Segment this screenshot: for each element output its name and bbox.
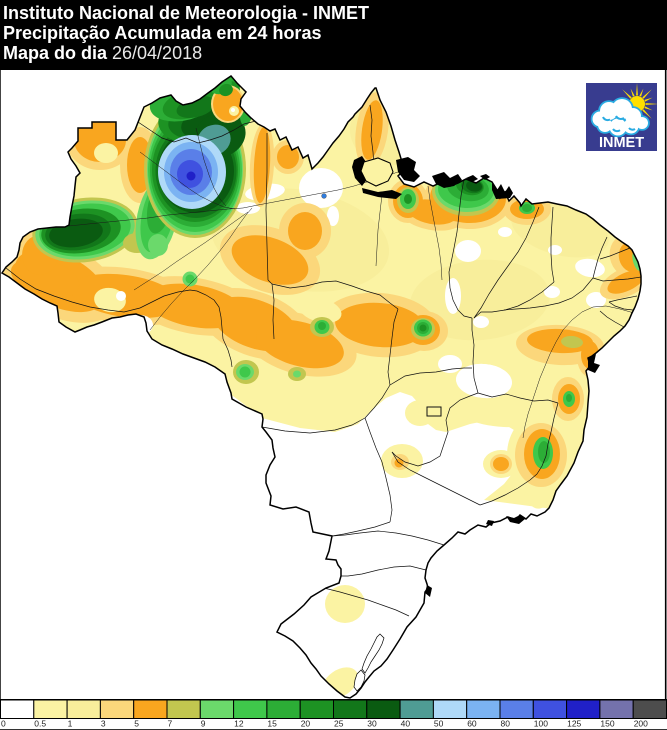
svg-text:0: 0 [1,719,6,729]
svg-text:25: 25 [334,719,344,729]
svg-text:9: 9 [201,719,206,729]
svg-text:100: 100 [534,719,548,729]
svg-text:1: 1 [68,719,73,729]
svg-text:80: 80 [501,719,511,729]
svg-text:15: 15 [267,719,277,729]
svg-text:5: 5 [134,719,139,729]
svg-text:60: 60 [467,719,477,729]
svg-text:50: 50 [434,719,444,729]
svg-text:3: 3 [101,719,106,729]
svg-text:40: 40 [401,719,411,729]
svg-text:7: 7 [168,719,173,729]
svg-text:150: 150 [600,719,614,729]
svg-text:INMET: INMET [599,135,644,151]
svg-text:0.5: 0.5 [34,719,46,729]
svg-text:200: 200 [634,719,648,729]
svg-text:125: 125 [567,719,581,729]
svg-text:12: 12 [234,719,244,729]
svg-text:30: 30 [367,719,377,729]
svg-text:20: 20 [301,719,311,729]
